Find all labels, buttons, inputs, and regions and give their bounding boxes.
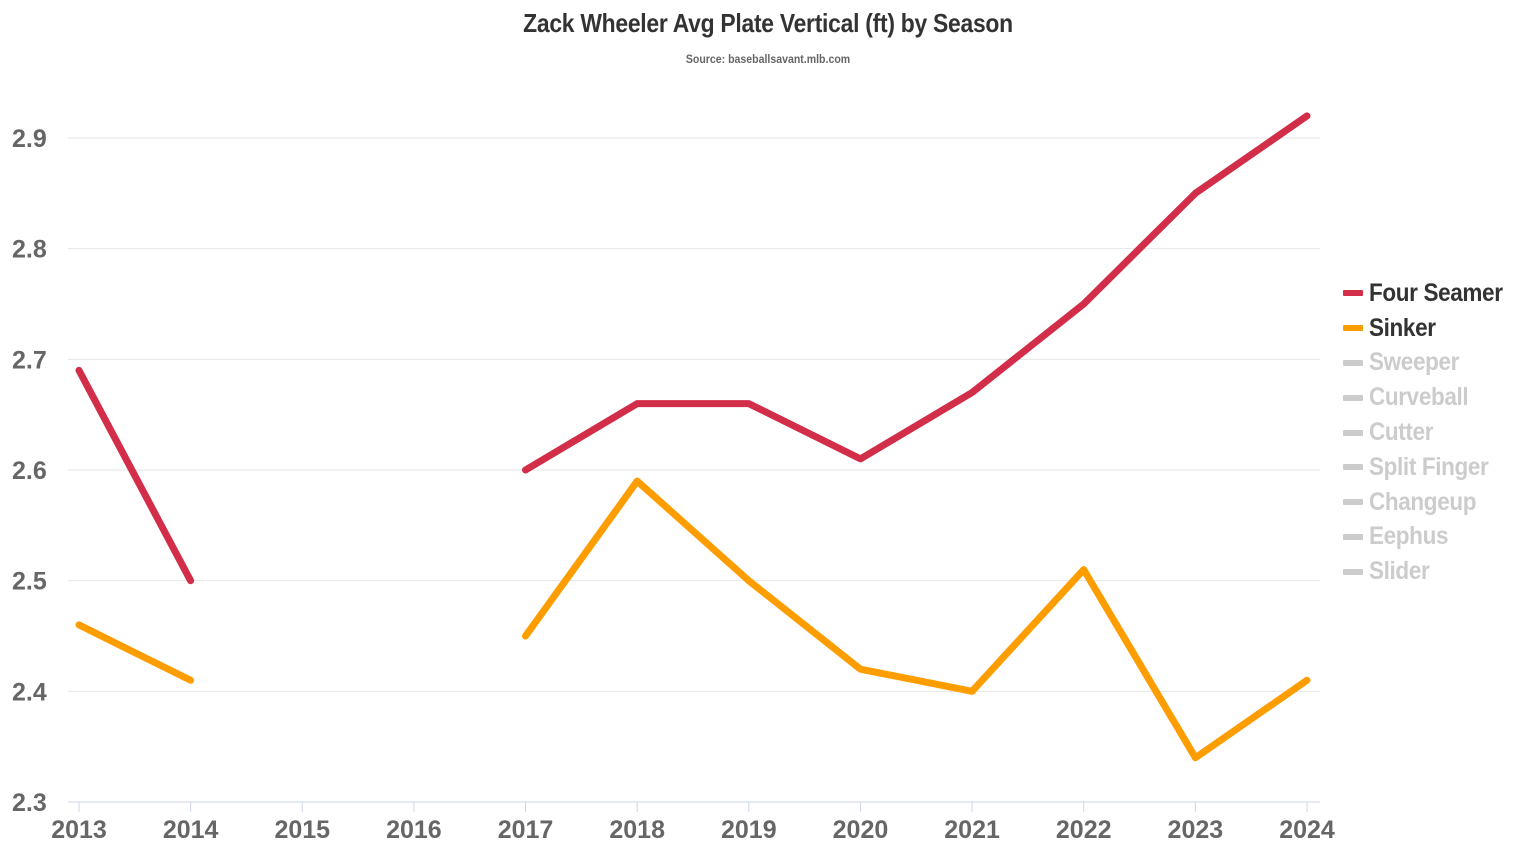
y-tick-label: 2.5 [12,568,47,596]
legend-item-slider[interactable]: Slider [1343,554,1517,589]
y-tick-label: 2.3 [12,789,47,817]
legend-label: Sweeper [1369,348,1460,377]
legend-item-cutter[interactable]: Cutter [1343,415,1517,450]
y-tick-label: 2.6 [12,457,47,485]
legend-swatch-icon [1343,394,1363,401]
x-tick-label: 2017 [498,816,554,844]
legend-label: Changeup [1369,487,1477,516]
x-tick-label: 2022 [1056,816,1112,844]
x-tick-label: 2016 [386,816,442,844]
x-tick-label: 2018 [609,816,665,844]
x-tick-label: 2024 [1279,816,1335,844]
legend-swatch-icon [1343,359,1363,366]
legend-label: Eephus [1369,522,1449,551]
legend-label: Sinker [1369,313,1436,342]
y-axis: 2.3 2.4 2.5 2.6 2.7 2.8 2.9 [12,125,47,817]
y-tick-label: 2.9 [12,125,47,153]
legend: Four Seamer Sinker Sweeper Curveball Cutter S… [1343,276,1517,589]
legend-swatch-icon [1343,429,1363,436]
gridlines [68,137,1320,803]
legend-label: Curveball [1369,383,1469,412]
series-lines [75,112,1311,762]
legend-label: Slider [1369,557,1430,586]
x-tick-label: 2020 [833,816,889,844]
legend-item-curveball[interactable]: Curveball [1343,380,1517,415]
legend-item-changeup[interactable]: Changeup [1343,485,1517,520]
legend-label: Split Finger [1369,452,1489,481]
series-line-sinker[interactable] [75,621,195,684]
chart-title: Zack Wheeler Avg Plate Vertical (ft) by … [523,8,1013,38]
y-tick-label: 2.4 [12,678,47,706]
legend-swatch-icon [1343,533,1363,540]
x-tick-label: 2014 [163,816,219,844]
series-line-sinker[interactable] [522,477,1311,762]
x-tick-label: 2021 [944,816,1000,844]
x-tick-label: 2015 [274,816,330,844]
legend-swatch-icon [1343,325,1363,332]
legend-swatch-icon [1343,568,1363,575]
legend-swatch-icon [1343,464,1363,471]
chart-subtitle: Source: baseballsavant.mlb.com [685,52,851,66]
x-tick-label: 2013 [51,816,107,844]
x-axis: 2013 2014 2015 2016 2017 2018 2019 2020 2021 2022… [51,802,1335,844]
legend-swatch-icon [1343,290,1363,297]
legend-item-split-finger[interactable]: Split Finger [1343,450,1517,485]
x-tick-label: 2023 [1168,816,1224,844]
legend-item-sinker[interactable]: Sinker [1343,311,1517,346]
legend-label: Four Seamer [1369,278,1503,307]
series-line-four-seamer[interactable] [522,112,1311,474]
legend-label: Cutter [1369,418,1434,447]
y-tick-label: 2.7 [12,346,47,374]
x-tick-label: 2019 [721,816,777,844]
series-line-four-seamer[interactable] [75,366,195,585]
legend-item-sweeper[interactable]: Sweeper [1343,346,1517,381]
legend-item-eephus[interactable]: Eephus [1343,520,1517,555]
y-tick-label: 2.8 [12,236,47,264]
legend-item-four-seamer[interactable]: Four Seamer [1343,276,1517,311]
legend-swatch-icon [1343,499,1363,506]
